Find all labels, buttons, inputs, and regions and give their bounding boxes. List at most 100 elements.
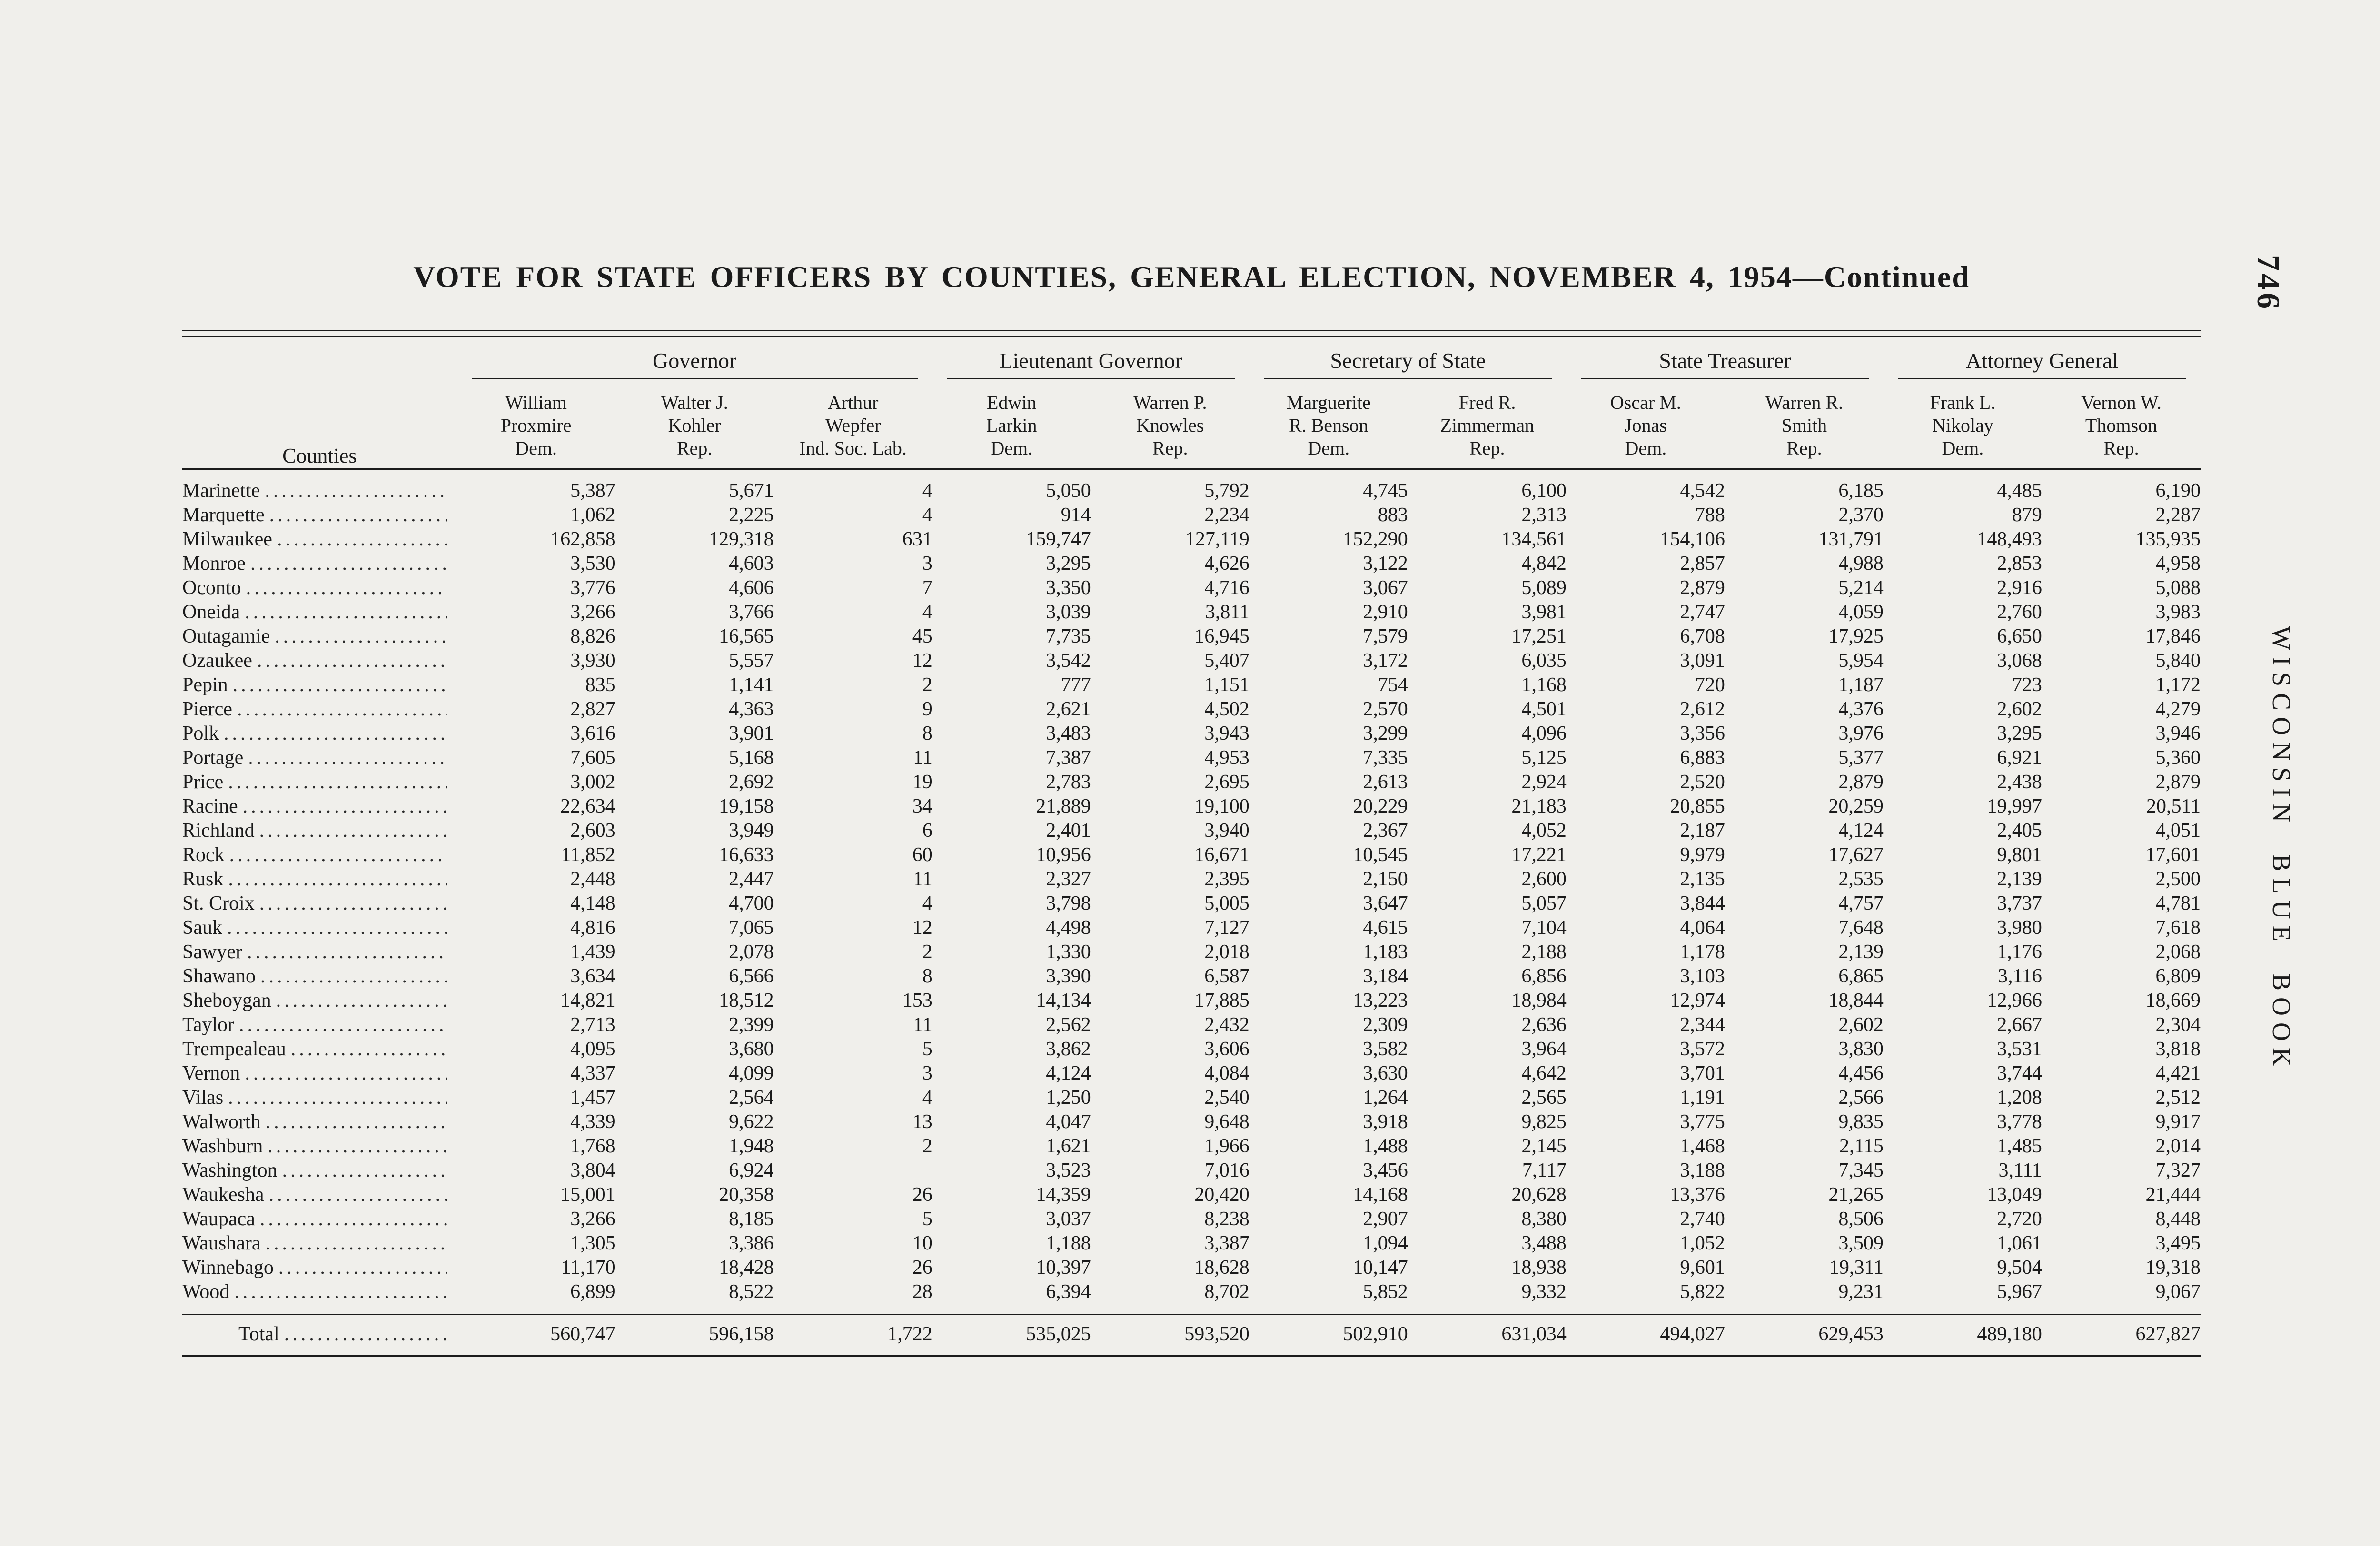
vote-count: 6,566 [729, 965, 774, 987]
vote-count: 3,068 [1997, 650, 2042, 672]
vote-count: 4,958 [2155, 553, 2201, 575]
county-row: Outagamie 8,826 16,565 45 7,735 16,945 7,579 17… [182, 624, 2201, 649]
vote-count: 3,844 [1680, 892, 1725, 914]
vote-count: 11,170 [561, 1257, 615, 1278]
vote-count: 2,512 [2155, 1087, 2201, 1109]
vote-count: 3,616 [570, 723, 615, 744]
vote-count: 3,116 [1997, 965, 2042, 987]
vote-count: 9,835 [1838, 1111, 1884, 1133]
vote-count: 5,377 [1838, 747, 1884, 769]
county-name: Oconto [182, 577, 241, 599]
vote-count: 17,627 [1828, 844, 1884, 866]
vote-count: 3 [922, 1062, 932, 1084]
vote-count: 2,720 [1997, 1208, 2042, 1230]
vote-count: 3,122 [1363, 553, 1408, 575]
candidate-party: Dem. [1308, 437, 1350, 459]
vote-count: 5,822 [1680, 1281, 1725, 1303]
vote-count: 7,335 [1363, 747, 1408, 769]
vote-count: 5,671 [729, 480, 774, 502]
candidate-party: Dem. [991, 437, 1033, 459]
vote-count: 3,295 [1046, 553, 1091, 575]
county-cell: Sauk [182, 916, 457, 940]
vote-count: 5,005 [1204, 892, 1250, 914]
vote-count: 9 [922, 698, 932, 720]
county-row: Polk 3,616 3,901 8 3,483 3,943 3,299 4,096 3,356… [182, 722, 2201, 746]
vote-count: 127,119 [1185, 528, 1250, 550]
vote-count: 15,001 [560, 1184, 615, 1206]
vote-count: 2,602 [1997, 698, 2042, 720]
vote-count: 2,924 [1521, 771, 1567, 793]
vote-count: 914 [1061, 504, 1091, 526]
county-name: Washington [182, 1160, 278, 1181]
vote-count: 19 [912, 771, 932, 793]
vote-count: 1,052 [1680, 1232, 1725, 1254]
vote-count: 7,387 [1046, 747, 1091, 769]
vote-count: 2,570 [1363, 698, 1408, 720]
dotted-leader [228, 1086, 447, 1110]
vote-count: 2,014 [2155, 1135, 2201, 1157]
vote-count: 4,084 [1204, 1062, 1250, 1084]
vote-count: 2,068 [2155, 941, 2201, 963]
dotted-leader [268, 1134, 447, 1159]
vote-count: 2,500 [2155, 868, 2201, 890]
county-cell: Waukesha [182, 1183, 457, 1207]
vote-count: 17,221 [1511, 844, 1567, 866]
vote-count: 45 [912, 625, 932, 647]
vote-count: 3,509 [1838, 1232, 1884, 1254]
vote-count: 5,407 [1204, 650, 1250, 672]
vote-count: 6,899 [570, 1281, 615, 1303]
county-row: Ozaukee 3,930 5,557 12 3,542 5,407 3,172 6,035 3… [182, 649, 2201, 673]
county-name: Marinette [182, 480, 260, 502]
candidate-name-line: Jonas [1624, 415, 1667, 436]
candidate-party: Dem. [515, 437, 557, 459]
vote-count: 2,018 [1204, 941, 1250, 963]
vote-count: 8 [922, 965, 932, 987]
candidate-party: Rep. [2103, 437, 2139, 459]
county-name: Price [182, 771, 224, 793]
office-group-header: State Treasurer [1567, 337, 1884, 380]
county-line: Washburn [182, 1134, 457, 1159]
candidate-header: Warren P. Knowles Rep. [1091, 380, 1250, 470]
candidate-name-line: Kohler [668, 415, 721, 436]
vote-count: 6,100 [1521, 480, 1567, 502]
vote-count: 5,088 [2155, 577, 2201, 599]
dotted-leader [284, 1322, 447, 1347]
county-row: Winnebago 11,170 18,428 26 10,397 18,628 10,14… [182, 1256, 2201, 1280]
vote-count: 6,809 [2155, 965, 2201, 987]
vote-count: 4,339 [570, 1111, 615, 1133]
vote-count: 2,188 [1521, 941, 1567, 963]
vote-count: 1,768 [570, 1135, 615, 1157]
county-cell: Ozaukee [182, 649, 457, 673]
vote-count: 4,124 [1046, 1062, 1091, 1084]
vote-count: 4,124 [1838, 820, 1884, 842]
vote-count: 4,757 [1838, 892, 1884, 914]
vote-count: 6,856 [1521, 965, 1567, 987]
candidate-name-line: William [505, 392, 567, 413]
county-cell: Washburn [182, 1134, 457, 1159]
counties-column-header: Counties [182, 337, 457, 470]
vote-count: 5,360 [2155, 747, 2201, 769]
vote-count: 16,565 [719, 625, 774, 647]
county-line: Waushara [182, 1231, 457, 1256]
vote-count: 2,827 [570, 698, 615, 720]
county-row: Waushara 1,305 3,386 10 1,188 3,387 1,094 3,488… [182, 1231, 2201, 1256]
county-cell: Vilas [182, 1086, 457, 1110]
candidate-header: Walter J. Kohler Rep. [615, 380, 774, 470]
dotted-leader [229, 843, 447, 867]
vote-count: 19,100 [1194, 795, 1250, 817]
vote-count: 4,148 [570, 892, 615, 914]
vote-count: 6,394 [1046, 1281, 1091, 1303]
vote-count: 883 [1378, 504, 1408, 526]
vote-count: 135,935 [2135, 528, 2201, 550]
vote-count: 4,716 [1204, 577, 1250, 599]
document-sheet: VOTE FOR STATE OFFICERS BY COUNTIES, GEN… [182, 259, 2201, 1357]
vote-count: 5,954 [1838, 650, 1884, 672]
county-name: Marquette [182, 504, 265, 526]
vote-count: 10,397 [1036, 1257, 1091, 1278]
vote-count: 2,566 [1838, 1087, 1884, 1109]
vote-count: 1,488 [1363, 1135, 1408, 1157]
candidate-name-line: Oscar M. [1610, 392, 1681, 413]
vote-count: 159,747 [1026, 528, 1091, 550]
vote-count: 3,572 [1680, 1038, 1725, 1060]
vote-count: 3,940 [1204, 820, 1250, 842]
